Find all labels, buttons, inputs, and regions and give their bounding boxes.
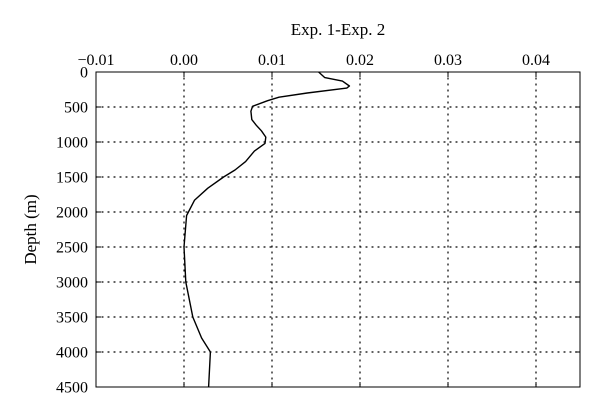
plot-frame (95, 71, 581, 388)
y-tick-labels: 0 500 1000 1500 2000 2500 3000 3500 4000 4500 (56, 65, 88, 397)
y-tick-label: 500 (64, 100, 88, 117)
y-axis-title: Depth (m) (21, 194, 40, 264)
x-tick-label: −0.01 (77, 52, 114, 69)
series-line (183, 71, 351, 388)
grid-lines (95, 71, 581, 388)
x-tick-labels: −0.01 0.00 0.01 0.02 0.03 0.04 (77, 52, 550, 69)
axis-ticks (95, 71, 580, 388)
x-tick-label: 0.00 (170, 52, 198, 69)
y-tick-label: 2000 (56, 205, 88, 222)
y-tick-label: 4500 (56, 380, 88, 397)
y-tick-label: 4000 (56, 345, 88, 362)
x-tick-label: 0.01 (258, 52, 286, 69)
y-tick-label: 3500 (56, 310, 88, 327)
x-tick-label: 0.03 (434, 52, 462, 69)
y-tick-label: 0 (80, 65, 88, 82)
y-tick-label: 1000 (56, 135, 88, 152)
y-tick-label: 1500 (56, 170, 88, 187)
y-tick-label: 2500 (56, 240, 88, 257)
y-tick-label: 3000 (56, 275, 88, 292)
x-tick-label: 0.04 (522, 52, 550, 69)
x-axis-title: Exp. 1-Exp. 2 (291, 20, 385, 39)
x-tick-label: 0.02 (346, 52, 374, 69)
